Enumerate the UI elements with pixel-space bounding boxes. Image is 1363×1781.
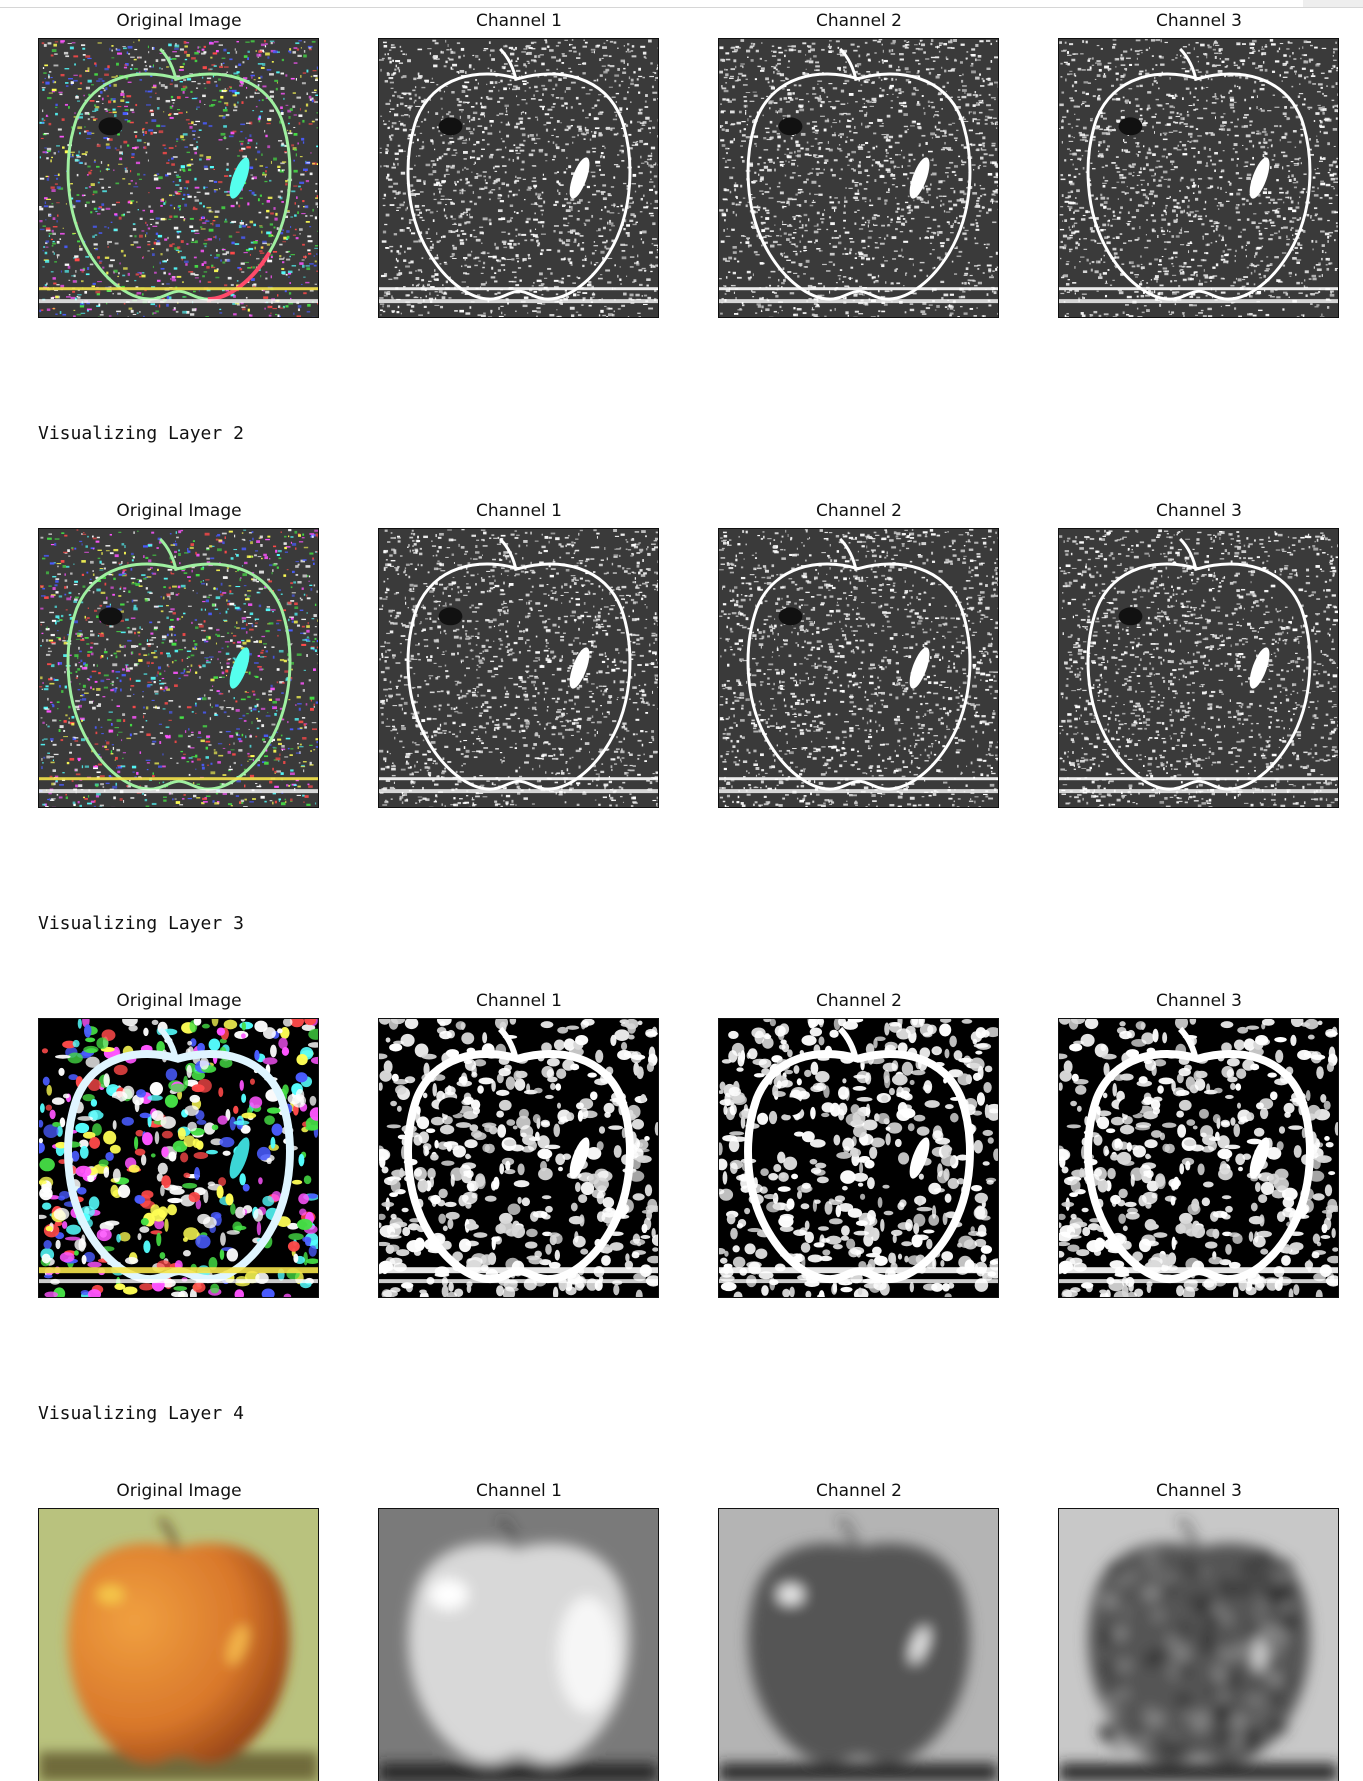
feature-map-image [719,39,998,317]
feature-map-image [1059,1509,1338,1781]
panel-title: Channel 1 [475,991,562,1011]
feature-map-image [379,39,658,317]
panel-title: Channel 2 [815,501,902,521]
apple-feature-map-smooth-icon [378,1508,659,1781]
apple-feature-map-smooth-icon [1058,1508,1339,1781]
apple-feature-map-gray-icon [378,38,659,318]
feature-map-image [39,529,318,807]
apple-feature-map-gray-icon [1058,38,1339,318]
feature-map-image [39,1019,318,1297]
feature-map-image [1059,1019,1338,1297]
apple-feature-map-color-icon [38,528,319,808]
feature-map-image [39,1509,318,1781]
apple-feature-map-smooth-icon [718,1508,999,1781]
feature-map-image [379,1019,658,1297]
apple-feature-map-gray-icon [718,38,999,318]
panel-title: Original Image [116,501,242,521]
feature-map-image [379,1509,658,1781]
panel-title: Channel 1 [475,1481,562,1501]
layer-heading: Visualizing Layer 3 [38,913,244,934]
panel-title: Channel 2 [815,11,902,31]
panel-title: Channel 2 [815,991,902,1011]
feature-map-image [39,39,318,317]
panel-title: Original Image [116,991,242,1011]
apple-feature-map-bw-icon [718,1018,999,1298]
apple-feature-map-color-icon [38,1018,319,1298]
feature-map-image [719,1509,998,1781]
notebook-output-top-border [0,0,1363,8]
feature-map-image [1059,529,1338,807]
layer-heading: Visualizing Layer 2 [38,423,244,444]
feature-map-image [719,529,998,807]
apple-feature-map-bw-icon [378,1018,659,1298]
layer-heading: Visualizing Layer 4 [38,1403,244,1424]
panel-title: Original Image [116,11,242,31]
panel-title: Channel 2 [815,1481,902,1501]
apple-feature-map-gray-icon [378,528,659,808]
apple-feature-map-bw-icon [1058,1018,1339,1298]
panel-title: Channel 1 [475,501,562,521]
feature-map-image [1059,39,1338,317]
panel-title: Channel 3 [1155,11,1242,31]
panel-title: Channel 3 [1155,1481,1242,1501]
panel-title: Channel 3 [1155,501,1242,521]
apple-feature-map-gray-icon [718,528,999,808]
apple-feature-map-gray-icon [1058,528,1339,808]
panel-title: Channel 3 [1155,991,1242,1011]
panel-title: Original Image [116,1481,242,1501]
feature-map-image [719,1019,998,1297]
feature-map-image [379,529,658,807]
panel-title: Channel 1 [475,11,562,31]
apple-photo-blurred-icon [38,1508,319,1781]
apple-feature-map-color-icon [38,38,319,318]
scrollbar-corner[interactable] [1303,0,1363,7]
